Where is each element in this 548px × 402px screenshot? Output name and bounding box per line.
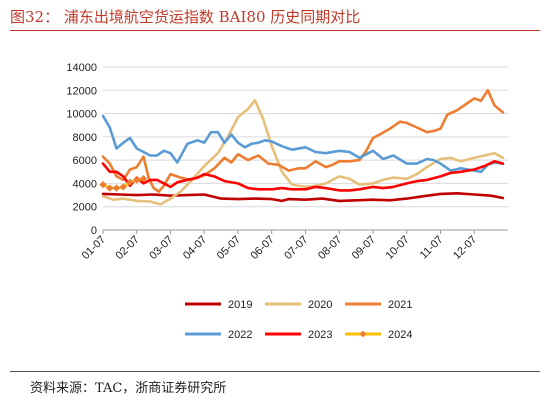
data-point-2024	[132, 176, 141, 184]
y-tick-label: 0	[91, 225, 97, 237]
series-line-2020	[101, 98, 505, 206]
y-tick-label: 12000	[66, 85, 97, 97]
data-point-2024	[105, 184, 114, 192]
x-tick-label: 07-07	[282, 234, 310, 262]
y-tick-label: 6000	[73, 155, 97, 167]
x-tick-label: 08-07	[316, 234, 344, 262]
legend-label-2021: 2021	[388, 299, 412, 311]
x-tick-label: 03-07	[147, 234, 175, 262]
x-tick-label: 11-07	[418, 234, 446, 262]
data-point-2024	[99, 180, 107, 189]
source-note: 资料来源：TAC，浙商证券研究所	[30, 381, 227, 396]
chart-title: 图32： 浦东出境航空货运指数 BAI80 历史同期对比	[10, 8, 361, 26]
x-tick-label: 12-07	[451, 234, 479, 262]
data-point-2024	[139, 175, 148, 183]
y-tick-label: 8000	[73, 132, 97, 144]
x-tick-label: 09-07	[350, 234, 378, 262]
series-line-2022	[101, 114, 505, 174]
title-divider	[10, 30, 540, 31]
y-tick-label: 14000	[66, 62, 97, 74]
legend-label-2022: 2022	[228, 329, 252, 341]
series-line-2021	[101, 89, 505, 193]
y-tick-label: 2000	[73, 202, 97, 214]
source-divider	[10, 371, 540, 372]
x-tick-label: 04-07	[181, 234, 209, 262]
x-tick-label: 01-07	[80, 234, 108, 262]
y-tick-label: 4000	[73, 178, 97, 190]
data-point-2024	[112, 184, 121, 192]
series-line-2019	[101, 192, 505, 203]
x-tick-label: 05-07	[215, 234, 243, 262]
line-chart: 0 2000 4000 6000 8000 10000 12000 14000 01-07 02-…	[66, 62, 508, 341]
legend-label-2023: 2023	[308, 329, 332, 341]
series-line-2023	[101, 160, 505, 192]
legend-label-2024: 2024	[388, 329, 412, 341]
x-tick-label: 06-07	[248, 234, 276, 262]
legend-label-2019: 2019	[228, 299, 252, 311]
x-tick-label: 02-07	[113, 234, 141, 262]
legend-marker-2024	[359, 330, 367, 338]
legend-label-2020: 2020	[308, 299, 332, 311]
y-tick-label: 10000	[66, 109, 97, 121]
data-point-2024	[119, 183, 128, 191]
x-tick-label: 10-07	[383, 234, 411, 262]
data-point-2024	[126, 178, 134, 187]
